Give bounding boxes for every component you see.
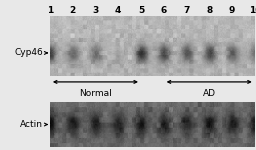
- Text: Normal: Normal: [79, 88, 112, 98]
- Text: 3: 3: [92, 6, 99, 15]
- Text: 4: 4: [115, 6, 121, 15]
- Text: 6: 6: [161, 6, 167, 15]
- Text: Cyp46: Cyp46: [14, 48, 43, 57]
- Text: 9: 9: [229, 6, 235, 15]
- Text: 5: 5: [138, 6, 144, 15]
- Text: 1: 1: [47, 6, 53, 15]
- Text: 2: 2: [70, 6, 76, 15]
- Text: 8: 8: [206, 6, 212, 15]
- Text: 10: 10: [249, 6, 256, 15]
- Text: Actin: Actin: [20, 120, 43, 129]
- Text: AD: AD: [203, 88, 216, 98]
- Text: 7: 7: [183, 6, 190, 15]
